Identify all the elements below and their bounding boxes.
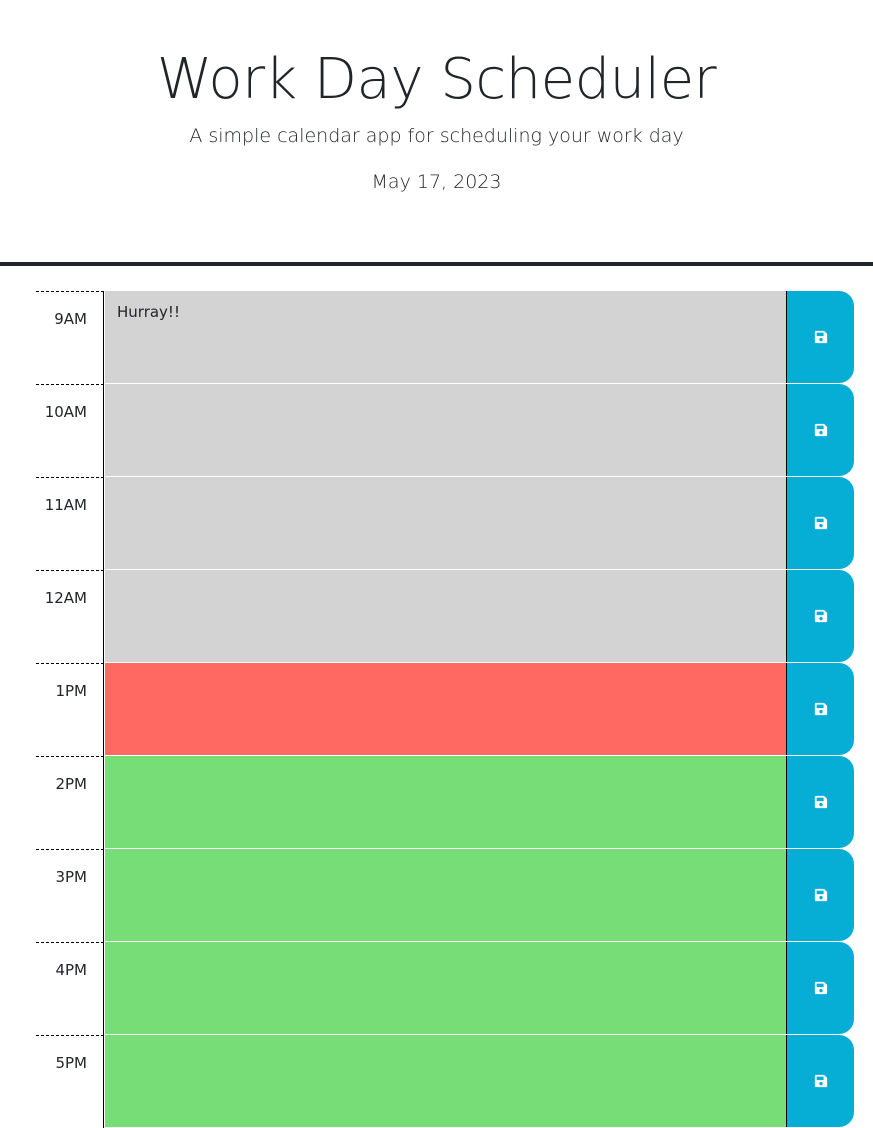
time-block-row: 9AM Hurray!! <box>36 291 854 384</box>
hour-label: 10AM <box>36 384 104 477</box>
hour-label: 3PM <box>36 849 104 942</box>
event-description-input[interactable] <box>105 663 786 756</box>
hour-label: 1PM <box>36 663 104 756</box>
header: Work Day Scheduler A simple calendar app… <box>0 0 873 266</box>
floppy-disk-icon <box>814 423 827 437</box>
time-block-row: 3PM <box>36 849 854 942</box>
event-description-input[interactable] <box>105 477 786 570</box>
event-description-input[interactable] <box>105 942 786 1035</box>
save-button[interactable] <box>786 756 854 848</box>
event-description-input[interactable] <box>105 384 786 477</box>
page-subtitle: A simple calendar app for scheduling you… <box>189 125 684 147</box>
event-description-input[interactable] <box>105 849 786 942</box>
floppy-disk-icon <box>814 1074 827 1088</box>
save-button[interactable] <box>786 384 854 476</box>
event-description-input[interactable] <box>105 570 786 663</box>
save-button[interactable] <box>786 663 854 755</box>
page-title: Work Day Scheduler <box>156 47 717 112</box>
floppy-disk-icon <box>814 516 827 530</box>
floppy-disk-icon <box>814 330 827 344</box>
time-block-row: 1PM <box>36 663 854 756</box>
save-button[interactable] <box>786 942 854 1034</box>
event-description-input[interactable]: Hurray!! <box>105 291 786 384</box>
floppy-disk-icon <box>814 981 827 995</box>
time-block-row: 11AM <box>36 477 854 570</box>
floppy-disk-icon <box>814 702 827 716</box>
time-block-row: 2PM <box>36 756 854 849</box>
current-date: May 17, 2023 <box>371 171 502 193</box>
hour-label: 2PM <box>36 756 104 849</box>
time-block-row: 10AM <box>36 384 854 477</box>
hour-label: 11AM <box>36 477 104 570</box>
save-button[interactable] <box>786 849 854 941</box>
floppy-disk-icon <box>814 609 827 623</box>
save-button[interactable] <box>786 291 854 383</box>
floppy-disk-icon <box>814 795 827 809</box>
time-block-row: 5PM <box>36 1035 854 1128</box>
time-block-row: 12AM <box>36 570 854 663</box>
save-button[interactable] <box>786 477 854 569</box>
time-block-row: 4PM <box>36 942 854 1035</box>
event-description-input[interactable] <box>105 756 786 849</box>
hour-label: 4PM <box>36 942 104 1035</box>
event-description-input[interactable] <box>105 1035 786 1128</box>
hour-label: 12AM <box>36 570 104 663</box>
save-button[interactable] <box>786 1035 854 1127</box>
save-button[interactable] <box>786 570 854 662</box>
time-block-list: 9AM Hurray!! 10AM 11AM 12AM 1PM 2PM 3PM 4PM 5PM <box>36 291 854 1128</box>
floppy-disk-icon <box>814 888 827 902</box>
hour-label: 5PM <box>36 1035 104 1128</box>
hour-label: 9AM <box>36 291 104 384</box>
